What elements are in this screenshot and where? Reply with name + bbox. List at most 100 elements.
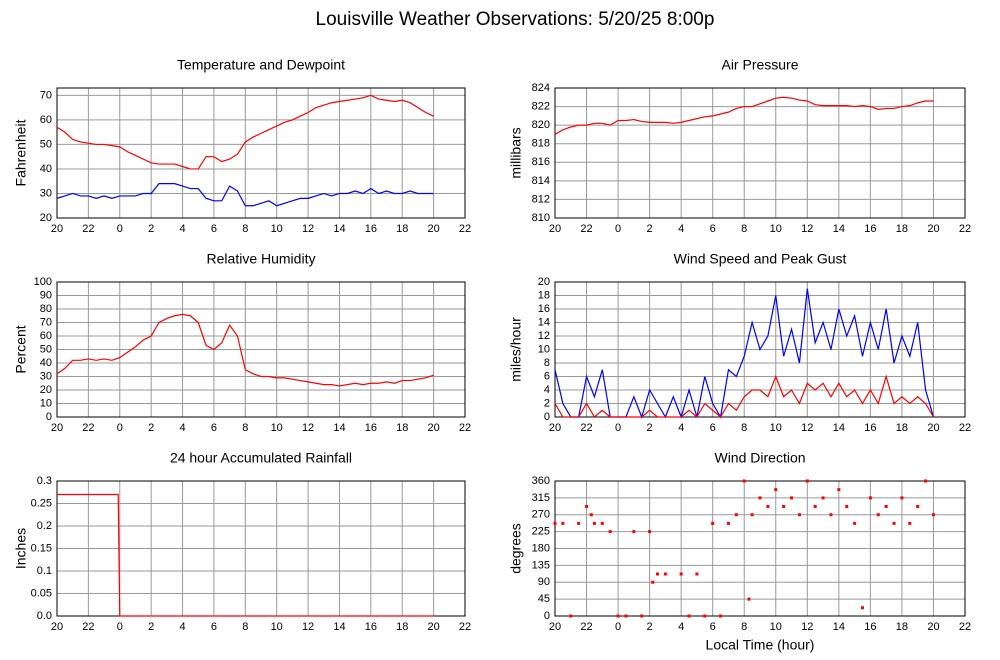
y-tick-label: 0.3	[37, 475, 52, 487]
data-point	[837, 488, 841, 492]
x-tick-label: 6	[710, 223, 716, 235]
x-tick-label: 20	[927, 422, 939, 434]
y-tick-label: 90	[40, 289, 52, 301]
x-tick-label: 6	[211, 422, 217, 434]
x-tick-label: 6	[211, 621, 217, 633]
y-tick-label: 135	[532, 559, 550, 571]
data-point	[747, 597, 751, 601]
y-tick-label: 0	[544, 610, 550, 622]
y-tick-label: 824	[532, 82, 550, 94]
data-point	[592, 521, 596, 525]
y-tick-label: 50	[40, 138, 52, 150]
data-point	[577, 521, 581, 525]
data-point	[734, 513, 738, 517]
x-tick-label: 14	[833, 621, 845, 633]
x-tick-label: 12	[801, 621, 813, 633]
data-point	[719, 614, 723, 618]
x-tick-label: 14	[333, 223, 345, 235]
data-point	[916, 505, 920, 508]
x-tick-label: 8	[242, 223, 248, 235]
x-tick-label: 20	[549, 621, 561, 633]
x-tick-label: 10	[271, 422, 283, 434]
x-tick-label: 8	[741, 223, 747, 235]
y-tick-label: 30	[40, 187, 52, 199]
data-point	[876, 513, 880, 517]
x-tick-label: 4	[678, 422, 684, 434]
y-tick-label: 0.15	[31, 542, 52, 554]
x-tick-label: 20	[427, 422, 439, 434]
x-axis-label: Local Time (hour)	[706, 637, 815, 653]
data-point	[632, 530, 636, 534]
data-point	[679, 572, 683, 576]
x-tick-label: 20	[51, 422, 63, 434]
x-tick-label: 12	[801, 422, 813, 434]
data-point	[640, 614, 644, 618]
y-tick-label: 70	[40, 89, 52, 101]
data-point	[861, 606, 864, 610]
y-axis-label: miles/hour	[508, 317, 524, 382]
data-point	[711, 521, 715, 525]
panel-title: Relative Humidity	[207, 251, 316, 267]
x-tick-label: 22	[959, 422, 971, 434]
x-tick-label: 22	[82, 223, 94, 235]
y-tick-label: 822	[532, 100, 550, 112]
x-tick-label: 2	[647, 621, 653, 633]
x-tick-label: 2	[148, 621, 154, 633]
panel-title: Temperature and Dewpoint	[177, 57, 345, 73]
y-axis-label: degrees	[508, 523, 524, 574]
data-point	[805, 479, 809, 483]
x-tick-label: 20	[927, 223, 939, 235]
x-tick-label: 10	[770, 422, 782, 434]
data-point	[766, 505, 770, 508]
data-point	[845, 505, 849, 508]
y-tick-label: 100	[34, 276, 52, 288]
x-tick-label: 14	[833, 422, 845, 434]
y-axis-label: millibars	[508, 127, 524, 178]
y-tick-label: 2	[544, 397, 550, 409]
data-point	[853, 521, 857, 525]
y-tick-label: 270	[532, 509, 550, 521]
data-line	[56, 313, 434, 387]
y-tick-label: 60	[40, 114, 52, 126]
data-point	[813, 505, 817, 508]
x-tick-label: 12	[302, 223, 314, 235]
x-tick-label: 8	[242, 422, 248, 434]
data-point	[648, 530, 652, 534]
y-tick-label: 0.2	[37, 520, 52, 532]
y-tick-label: 360	[532, 475, 550, 487]
y-tick-label: 40	[40, 163, 52, 175]
data-line	[554, 96, 934, 135]
y-tick-label: 225	[532, 526, 550, 538]
data-point	[553, 521, 557, 525]
data-point	[774, 488, 778, 492]
data-line	[57, 493, 434, 617]
data-point	[868, 496, 872, 500]
x-tick-label: 12	[302, 621, 314, 633]
data-point	[585, 505, 589, 508]
y-tick-label: 10	[538, 343, 550, 355]
y-tick-label: 818	[532, 138, 550, 150]
x-tick-label: 20	[549, 223, 561, 235]
y-tick-label: 20	[538, 276, 550, 288]
x-tick-label: 10	[770, 223, 782, 235]
y-tick-label: 18	[538, 289, 550, 301]
plot-frame	[56, 281, 466, 418]
data-line	[554, 374, 934, 418]
x-tick-label: 16	[864, 621, 876, 633]
x-tick-label: 0	[615, 223, 621, 235]
panel-title: Air Pressure	[721, 57, 798, 73]
y-tick-label: 20	[40, 384, 52, 396]
data-line	[56, 94, 434, 170]
data-point	[821, 496, 825, 500]
plot-frame	[554, 87, 966, 219]
x-tick-label: 0	[615, 621, 621, 633]
y-tick-label: 60	[40, 330, 52, 342]
data-point	[651, 580, 655, 584]
y-tick-label: 816	[532, 156, 550, 168]
data-point	[750, 513, 754, 517]
y-tick-label: 80	[40, 303, 52, 315]
y-tick-label: 0.0	[37, 610, 52, 622]
y-tick-label: 40	[40, 357, 52, 369]
x-tick-label: 6	[211, 223, 217, 235]
y-tick-label: 180	[532, 542, 550, 554]
